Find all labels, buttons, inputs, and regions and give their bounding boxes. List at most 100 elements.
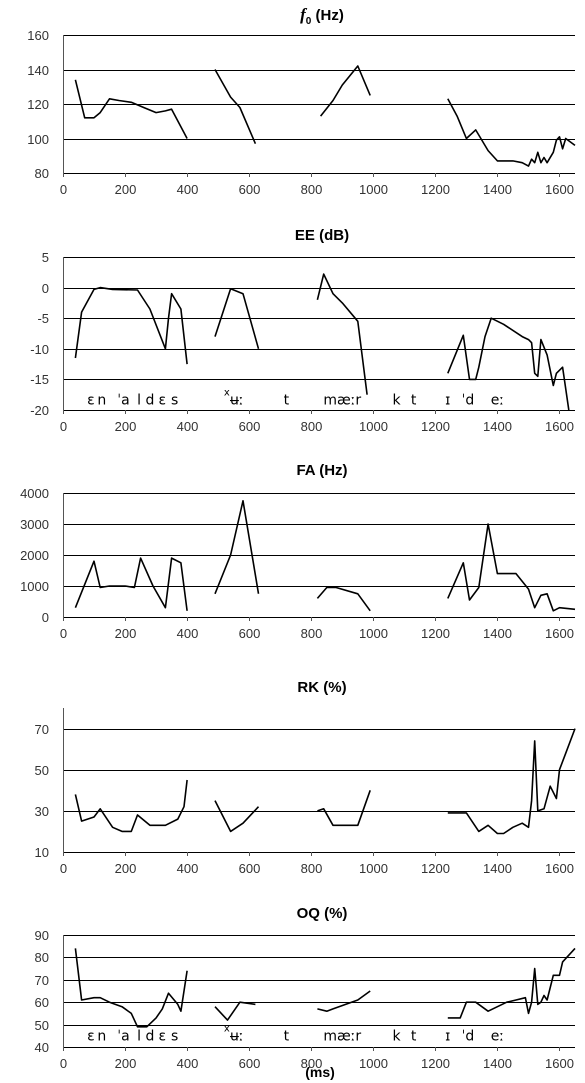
- x-tick-label: 1400: [483, 419, 512, 434]
- x-tick-label: 1200: [421, 626, 450, 641]
- y-tick-label: 0: [42, 610, 49, 625]
- phonetic-label: ˈd: [462, 1028, 475, 1044]
- x-tick-label: 600: [239, 861, 261, 876]
- phonetic-superscript: x: [224, 1023, 230, 1034]
- x-tick-label: 200: [115, 861, 137, 876]
- y-tick-label: 90: [35, 928, 49, 943]
- chart-panel-5: OQ (%) 40 50 60 70 80 90 0 200 400 600 800 1000 1200 1…: [35, 905, 576, 1071]
- y-tick-label: 50: [35, 1018, 49, 1033]
- series-segment: [214, 1001, 256, 1021]
- series-segment: [316, 273, 368, 395]
- x-tick-label: 1200: [421, 419, 450, 434]
- phonetic-label: mæːr: [323, 392, 361, 408]
- y-tick-label: 100: [27, 132, 49, 147]
- series-segment: [214, 800, 260, 833]
- phonetic-label: ˈa: [117, 392, 129, 408]
- phonetic-label: l: [137, 1028, 141, 1044]
- x-tick-label: 600: [239, 419, 261, 434]
- x-tick-label: 600: [239, 1056, 261, 1071]
- x-tick-label: 1600: [545, 1056, 574, 1071]
- x-tick-label: 1200: [421, 861, 450, 876]
- phonetic-label: d: [145, 392, 154, 408]
- x-tick-label: 1600: [545, 861, 574, 876]
- x-tick-label: 800: [301, 1056, 323, 1071]
- y-tick-label: 30: [35, 804, 49, 819]
- x-tick-label: 400: [177, 626, 199, 641]
- x-tick-label: 0: [60, 419, 67, 434]
- x-tick-label: 200: [115, 419, 137, 434]
- series-segment: [316, 586, 371, 612]
- y-tick-label: -10: [30, 342, 49, 357]
- x-tick-label: 0: [60, 861, 67, 876]
- phonetic-label: s: [171, 1028, 178, 1044]
- phonetic-label: n: [97, 1028, 106, 1044]
- series-segment: [319, 65, 371, 117]
- x-tick-label: 1400: [483, 1056, 512, 1071]
- y-tick-label: 5: [42, 250, 49, 265]
- phonetic-label: d: [145, 1028, 154, 1044]
- x-tick-label: 400: [177, 861, 199, 876]
- x-tick-label: 1400: [483, 182, 512, 197]
- phonetic-label: ˈd: [462, 392, 475, 408]
- y-tick-label: 60: [35, 995, 49, 1010]
- y-tick-label: 120: [27, 97, 49, 112]
- x-tick-label: 1600: [545, 182, 574, 197]
- x-tick-label: 200: [115, 1056, 137, 1071]
- y-tick-label: 0: [42, 281, 49, 296]
- phonetic-label: k: [393, 1028, 402, 1044]
- phonetic-label: ˈa: [117, 1028, 129, 1044]
- x-tick-label: 0: [60, 182, 67, 197]
- series-segment: [214, 500, 260, 595]
- y-tick-label: 80: [35, 950, 49, 965]
- y-tick-label: 50: [35, 763, 49, 778]
- series-segment: [74, 948, 188, 1028]
- series-segment: [447, 317, 570, 411]
- y-tick-label: 140: [27, 63, 49, 78]
- y-tick-label: 3000: [20, 517, 49, 532]
- series-segment: [74, 79, 188, 139]
- chart-title: EE (dB): [295, 227, 349, 244]
- series-segment: [214, 288, 260, 350]
- y-tick-label: 10: [35, 845, 49, 860]
- series-segment: [317, 790, 371, 827]
- phonetic-label: eː: [491, 392, 504, 408]
- phonetic-label: t: [284, 392, 290, 408]
- series-segment: [447, 947, 576, 1019]
- x-unit-label: (ms): [305, 1064, 335, 1080]
- phonetic-label: n: [97, 392, 106, 408]
- y-tick-label: 160: [27, 28, 49, 43]
- x-tick-label: 1400: [483, 626, 512, 641]
- chart-title: RK (%): [297, 679, 346, 696]
- x-tick-label: 1600: [545, 419, 574, 434]
- y-tick-label: 1000: [20, 579, 49, 594]
- series-segment: [74, 779, 188, 833]
- x-tick-label: 800: [301, 182, 323, 197]
- x-tick-label: 1000: [359, 626, 388, 641]
- y-tick-label: -15: [30, 372, 49, 387]
- y-tick-label: 2000: [20, 548, 49, 563]
- y-tick-label: 80: [35, 166, 49, 181]
- phonetic-label: t: [411, 1028, 417, 1044]
- phonetic-label: eː: [491, 1028, 504, 1044]
- y-tick-label: -20: [30, 403, 49, 418]
- chart-panel-2: EE (dB) -20 -15 -10 -5 0 5 0 200 400 600 800 1000 120…: [30, 227, 575, 434]
- x-tick-label: 400: [177, 1056, 199, 1071]
- chart-title: OQ (%): [297, 905, 348, 922]
- series-segment: [74, 557, 188, 611]
- phonetic-label: l: [137, 392, 141, 408]
- phonetic-label: ʉː: [230, 392, 244, 408]
- phonetic-label: k: [393, 392, 402, 408]
- x-tick-label: 0: [60, 1056, 67, 1071]
- series-segment: [214, 69, 257, 145]
- x-tick-label: 800: [301, 626, 323, 641]
- phonetic-label: ɪ: [445, 1028, 450, 1044]
- series-segment: [447, 98, 576, 167]
- series-segment: [74, 286, 188, 365]
- x-tick-label: 1400: [483, 861, 512, 876]
- x-tick-label: 400: [177, 419, 199, 434]
- x-tick-label: 600: [239, 626, 261, 641]
- series-segment: [447, 523, 576, 612]
- phonetic-superscript: x: [224, 387, 230, 398]
